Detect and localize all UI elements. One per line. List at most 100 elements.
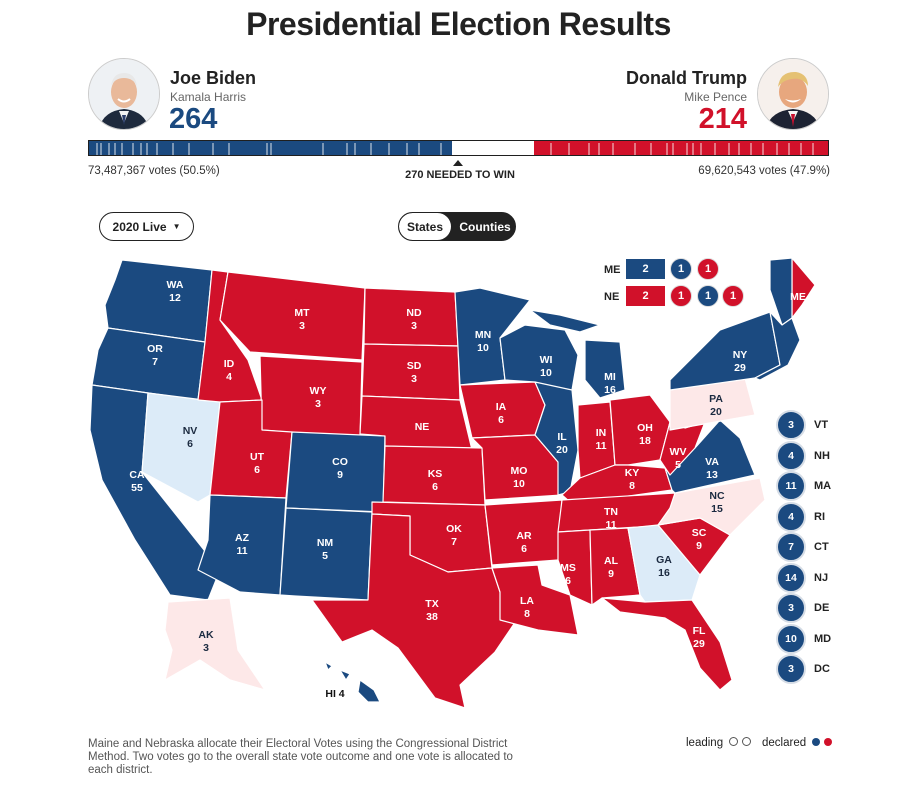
svg-text:MN: MN: [475, 329, 491, 341]
nebraska-at-large: 2: [626, 286, 665, 306]
ev-CA: 55: [131, 482, 143, 494]
small-state-abbr: RI: [814, 510, 825, 523]
ev-GA: 16: [658, 567, 670, 579]
small-state-abbr: VT: [814, 419, 829, 431]
ev-IN: 11: [595, 440, 606, 452]
needed-to-win-label: 270 NEEDED TO WIN: [405, 169, 515, 181]
ev-UT: 6: [254, 464, 260, 476]
page-title: Presidential Election Results: [246, 6, 671, 42]
ev-FL: 29: [693, 638, 705, 650]
small-state-nh[interactable]: 4 NH: [776, 440, 830, 471]
svg-text:KY: KY: [625, 467, 640, 479]
state-VA: [664, 419, 756, 494]
state-NC: [657, 477, 766, 536]
svg-text:WI: WI: [540, 354, 553, 366]
svg-text:HI 4: HI 4: [325, 688, 344, 700]
svg-text:OR: OR: [147, 343, 163, 355]
biden-electoral-votes: 264: [169, 103, 218, 135]
biden-ev-bar: [89, 141, 452, 155]
ev-SD: 3: [411, 373, 417, 385]
svg-text:WY: WY: [310, 385, 327, 397]
small-state-abbr: MA: [814, 480, 832, 492]
svg-text:AZ: AZ: [235, 532, 250, 544]
ev-AK: 3: [203, 642, 209, 654]
svg-text:MT: MT: [294, 307, 310, 319]
ev-WV: 5: [675, 459, 681, 471]
small-state-ev: 3: [776, 654, 806, 684]
small-state-ev: 3: [776, 410, 806, 440]
svg-text:CO: CO: [332, 456, 348, 468]
state-HI: [324, 661, 381, 703]
small-state-nj[interactable]: 14 NJ: [776, 562, 829, 593]
legend-declared-label: declared: [762, 737, 807, 749]
svg-text:NY: NY: [733, 349, 748, 361]
footnote: Maine and Nebraska allocate their Electo…: [88, 738, 513, 776]
toggle-states[interactable]: States: [399, 213, 451, 240]
ev-OK: 7: [451, 536, 457, 548]
state-NE-England: [754, 311, 801, 381]
state-CO: [285, 431, 386, 513]
state-TX: [311, 513, 521, 709]
ev-OH: 18: [639, 435, 651, 447]
nebraska-district-1: 1: [670, 285, 692, 307]
svg-text:SD: SD: [407, 360, 422, 372]
ev-PA: 20: [710, 406, 722, 418]
small-state-ri[interactable]: 4 RI: [776, 501, 825, 532]
svg-text:WA: WA: [167, 279, 184, 291]
ev-NY: 29: [734, 362, 746, 374]
svg-text:OK: OK: [446, 523, 462, 535]
small-state-abbr: NH: [814, 449, 830, 462]
small-states-list: 3 VT 4 NH 11 MA 4 RI 7 CT 14 NJ 3 DE 10 MD 3 DC: [776, 410, 856, 686]
trump-electoral-votes: 214: [698, 103, 747, 135]
chevron-down-icon: ▼: [172, 222, 181, 231]
svg-text:VA: VA: [705, 456, 719, 468]
small-state-abbr: CT: [814, 541, 829, 553]
state-ME: [791, 257, 816, 319]
midpoint-marker-icon: [453, 160, 463, 166]
ev-LA: 8: [524, 608, 530, 620]
ev-MI: 16: [604, 384, 616, 396]
biden-portrait-icon: [89, 59, 159, 129]
ev-VA: 13: [706, 469, 718, 481]
electoral-vote-bar: [88, 140, 829, 156]
small-state-abbr: NJ: [814, 571, 829, 584]
svg-text:NC: NC: [709, 490, 725, 502]
trump-vp: Mike Pence: [684, 90, 747, 104]
legend-declared: declared: [762, 737, 832, 749]
small-state-md[interactable]: 10 MD: [776, 623, 831, 654]
ev-OR: 7: [152, 356, 158, 368]
small-state-ev: 4: [776, 501, 806, 532]
svg-text:LA: LA: [520, 595, 534, 607]
ev-NC: 15: [711, 503, 723, 515]
ev-ND: 3: [411, 320, 417, 332]
state-AL: [589, 527, 641, 606]
declared-dem-swatch-icon: [812, 738, 821, 746]
small-state-ma[interactable]: 11 MA: [776, 471, 831, 501]
svg-text:CA: CA: [129, 469, 145, 481]
small-state-ev: 10: [776, 623, 806, 654]
legend-leading-label: leading: [686, 737, 724, 749]
map-level-toggle: States Counties: [398, 212, 516, 241]
small-state-ct[interactable]: 7 CT: [776, 532, 829, 562]
state-LA: [491, 564, 579, 636]
ev-NM: 5: [322, 550, 328, 562]
small-state-ev: 11: [776, 471, 806, 501]
ev-MO: 10: [513, 478, 525, 490]
year-select[interactable]: 2020 Live ▼: [99, 212, 194, 241]
ev-KS: 6: [432, 481, 438, 493]
small-state-dc[interactable]: 3 DC: [776, 654, 830, 684]
svg-text:MI: MI: [604, 371, 616, 383]
trump-avatar: [757, 58, 829, 130]
state-MT: [219, 271, 366, 361]
svg-text:UT: UT: [250, 451, 265, 463]
ev-AZ: 11: [236, 545, 247, 557]
toggle-counties[interactable]: Counties: [459, 219, 511, 234]
biden-popular-vote: 73,487,367 votes (50.5%): [88, 165, 220, 177]
trump-popular-vote: 69,620,543 votes (47.9%): [698, 165, 830, 177]
nebraska-label: NE: [604, 291, 620, 303]
ev-WY: 3: [315, 398, 321, 410]
svg-text:KS: KS: [428, 468, 443, 480]
small-state-de[interactable]: 3 DE: [776, 593, 829, 623]
small-state-vt[interactable]: 3 VT: [776, 410, 828, 440]
